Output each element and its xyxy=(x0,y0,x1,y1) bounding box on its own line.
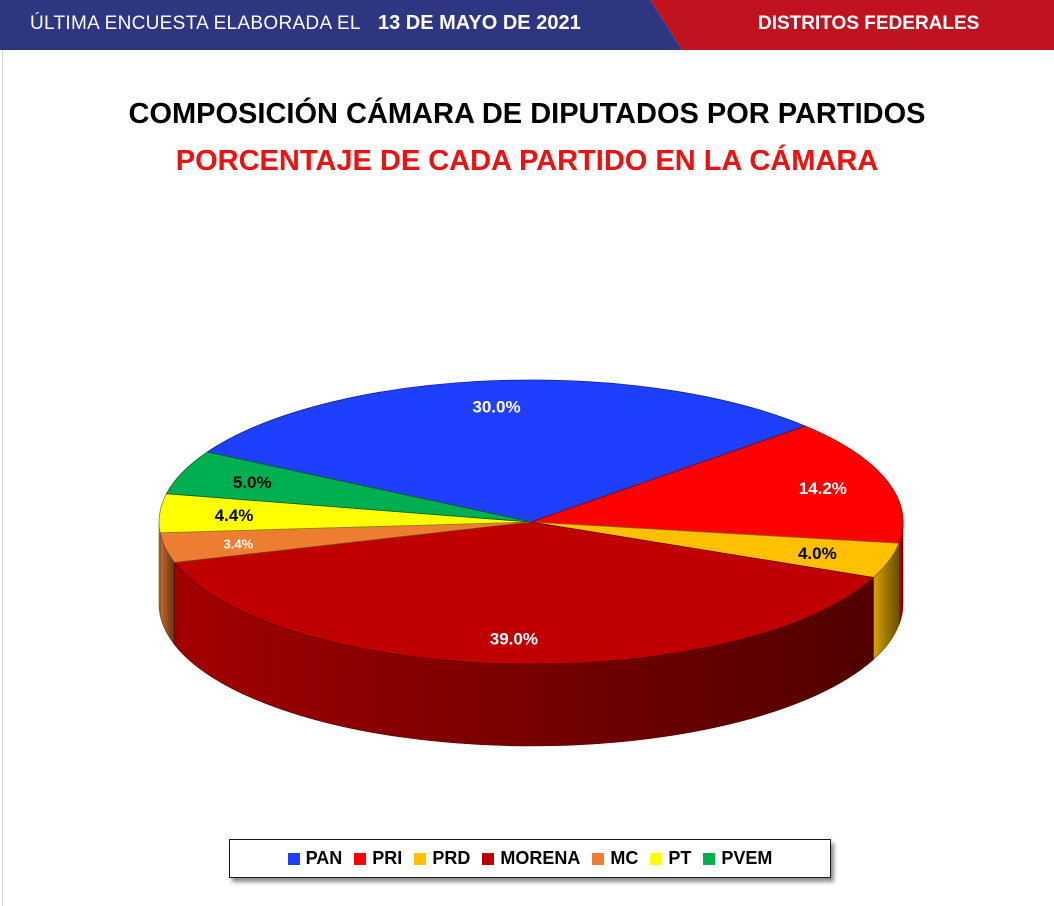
survey-date: 13 DE MAYO DE 2021 xyxy=(378,12,581,34)
header-bar: ÚLTIMA ENCUESTA ELABORADA EL 13 DE MAYO … xyxy=(0,0,1054,50)
chart-legend: PAN PRI PRD MORENA MC PT PVEM xyxy=(229,839,831,878)
legend-label: PRD xyxy=(432,848,471,868)
legend-label: PAN xyxy=(305,848,343,868)
chart-title: COMPOSICIÓN CÁMARA DE DIPUTADOS POR PART… xyxy=(128,98,926,130)
legend-swatch xyxy=(287,852,300,865)
legend-swatch xyxy=(703,852,716,865)
data-label-pan: 30.0% xyxy=(472,397,520,416)
legend-item-morena: MORENA xyxy=(482,848,580,869)
data-label-mc: 3.4% xyxy=(224,537,254,552)
pie-labels: 30.0% 14.2% 4.0% 39.0% 3.4% 4.4% 5.0% xyxy=(215,397,847,648)
data-label-pri: 14.2% xyxy=(799,479,847,498)
header-red-band xyxy=(650,0,1054,50)
legend-swatch xyxy=(650,852,663,865)
survey-label: ÚLTIMA ENCUESTA ELABORADA EL xyxy=(30,13,361,34)
section-label: DISTRITOS FEDERALES xyxy=(758,13,980,34)
header-background xyxy=(0,0,1054,50)
header-blue-band xyxy=(0,0,682,50)
legend-label: PT xyxy=(668,848,692,868)
legend-item-pri: PRI xyxy=(354,848,402,869)
data-label-pt: 4.4% xyxy=(215,506,254,525)
pie-slice-pri xyxy=(530,425,904,544)
legend-label: MORENA xyxy=(500,848,581,868)
legend-swatch xyxy=(482,852,495,865)
chart-subtitle: PORCENTAJE DE CADA PARTIDO EN LA CÁMARA xyxy=(175,145,879,177)
legend-item-prd: PRD xyxy=(414,848,470,869)
legend-swatch xyxy=(354,852,367,865)
legend-label: PVEM xyxy=(721,848,773,868)
frame-border xyxy=(2,50,3,906)
legend-item-mc: MC xyxy=(592,848,638,869)
pie-slice-morena xyxy=(173,521,875,665)
data-label-morena: 39.0% xyxy=(490,629,538,648)
legend-item-pt: PT xyxy=(650,848,691,869)
legend-item-pvem: PVEM xyxy=(703,848,772,869)
pie-slice-pvem xyxy=(165,451,532,523)
legend-label: MC xyxy=(610,848,639,868)
data-label-prd: 4.0% xyxy=(798,544,837,563)
legend-label: PRI xyxy=(372,848,403,868)
pie-slices xyxy=(158,379,904,665)
data-label-pvem: 5.0% xyxy=(233,473,272,492)
legend-swatch xyxy=(414,852,427,865)
legend-swatch xyxy=(592,852,605,865)
pie-slice-pan xyxy=(206,379,807,523)
legend-item-pan: PAN xyxy=(287,848,343,869)
